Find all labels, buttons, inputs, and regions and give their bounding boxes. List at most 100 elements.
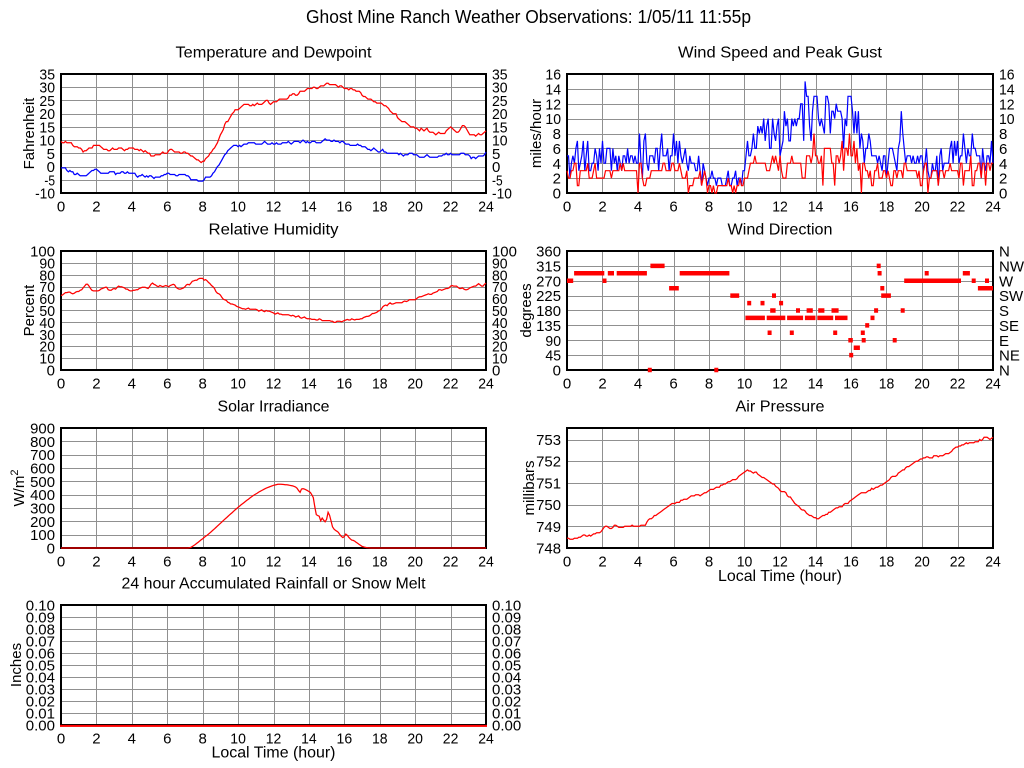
svg-text:N: N	[999, 244, 1010, 261]
svg-text:20: 20	[492, 106, 508, 123]
svg-text:0.00: 0.00	[492, 718, 521, 735]
svg-text:10: 10	[737, 554, 753, 571]
svg-text:18: 18	[879, 199, 895, 216]
svg-text:18: 18	[879, 376, 895, 393]
svg-text:700: 700	[30, 447, 55, 464]
svg-text:14: 14	[301, 731, 317, 748]
svg-text:20: 20	[39, 106, 55, 123]
svg-text:40: 40	[492, 315, 508, 332]
svg-text:Fahrenheit: Fahrenheit	[21, 97, 38, 170]
svg-text:-10: -10	[492, 186, 512, 203]
svg-text:millibars: millibars	[521, 460, 538, 515]
svg-text:0: 0	[563, 376, 571, 393]
svg-text:0.01: 0.01	[26, 706, 55, 723]
svg-text:10: 10	[230, 376, 246, 393]
svg-text:45: 45	[545, 348, 561, 365]
svg-text:10: 10	[230, 731, 246, 748]
svg-text:400: 400	[30, 487, 55, 504]
svg-text:-5: -5	[44, 172, 55, 189]
svg-text:10: 10	[737, 376, 753, 393]
svg-text:0.06: 0.06	[492, 646, 521, 663]
svg-text:35: 35	[39, 67, 55, 84]
svg-text:-5: -5	[492, 172, 503, 189]
svg-text:6: 6	[669, 199, 677, 216]
svg-text:8: 8	[198, 731, 206, 748]
svg-text:14: 14	[808, 376, 824, 393]
svg-text:22: 22	[950, 554, 966, 571]
svg-text:30: 30	[39, 327, 55, 344]
svg-text:0: 0	[999, 186, 1007, 203]
svg-text:180: 180	[536, 303, 561, 320]
svg-text:6: 6	[163, 376, 171, 393]
svg-text:12: 12	[772, 376, 788, 393]
svg-text:8: 8	[705, 376, 713, 393]
svg-text:8: 8	[553, 126, 561, 143]
svg-text:16: 16	[843, 199, 859, 216]
svg-text:4: 4	[634, 199, 642, 216]
svg-text:16: 16	[843, 376, 859, 393]
svg-text:4: 4	[128, 376, 136, 393]
svg-text:12: 12	[772, 199, 788, 216]
svg-text:20: 20	[407, 554, 423, 571]
svg-text:16: 16	[843, 554, 859, 571]
svg-text:-10: -10	[35, 186, 55, 203]
svg-text:24: 24	[985, 554, 1001, 571]
svg-text:6: 6	[669, 376, 677, 393]
svg-text:10: 10	[230, 199, 246, 216]
svg-text:0: 0	[57, 731, 65, 748]
svg-text:900: 900	[30, 421, 55, 438]
svg-text:0: 0	[492, 363, 500, 380]
svg-text:35: 35	[492, 67, 508, 84]
svg-text:30: 30	[492, 80, 508, 97]
svg-text:2: 2	[553, 171, 561, 188]
svg-text:4: 4	[634, 376, 642, 393]
svg-text:16: 16	[337, 731, 353, 748]
svg-text:751: 751	[536, 475, 561, 492]
svg-text:30: 30	[492, 327, 508, 344]
svg-text:0.04: 0.04	[26, 670, 55, 687]
svg-text:10: 10	[737, 199, 753, 216]
svg-text:0.09: 0.09	[492, 610, 521, 627]
svg-text:2: 2	[598, 376, 606, 393]
svg-text:0.01: 0.01	[492, 706, 521, 723]
svg-text:14: 14	[301, 376, 317, 393]
svg-text:24: 24	[478, 199, 494, 216]
svg-text:0.02: 0.02	[492, 694, 521, 711]
svg-text:0.08: 0.08	[492, 622, 521, 639]
svg-text:12: 12	[545, 96, 561, 113]
svg-text:14: 14	[808, 554, 824, 571]
svg-text:0.03: 0.03	[492, 682, 521, 699]
svg-text:12: 12	[266, 376, 282, 393]
svg-text:Wind Direction: Wind Direction	[728, 222, 833, 239]
svg-text:0.07: 0.07	[26, 634, 55, 651]
svg-text:0.09: 0.09	[26, 610, 55, 627]
svg-text:2: 2	[598, 199, 606, 216]
svg-text:20: 20	[914, 554, 930, 571]
svg-text:600: 600	[30, 461, 55, 478]
svg-text:748: 748	[536, 541, 561, 558]
svg-text:Percent: Percent	[21, 284, 38, 337]
svg-text:0.05: 0.05	[492, 658, 521, 675]
svg-text:16: 16	[337, 376, 353, 393]
svg-text:0: 0	[57, 376, 65, 393]
svg-text:80: 80	[492, 267, 508, 284]
svg-text:2: 2	[92, 199, 100, 216]
svg-text:16: 16	[337, 554, 353, 571]
svg-text:0: 0	[47, 541, 55, 558]
svg-text:miles/hour: miles/hour	[528, 99, 545, 168]
svg-text:14: 14	[301, 199, 317, 216]
svg-text:20: 20	[914, 199, 930, 216]
svg-text:24: 24	[985, 199, 1001, 216]
svg-text:Relative Humidity: Relative Humidity	[209, 222, 339, 239]
svg-text:12: 12	[266, 554, 282, 571]
svg-text:0.06: 0.06	[26, 646, 55, 663]
svg-text:4: 4	[999, 156, 1007, 173]
svg-text:Solar Irradiance: Solar Irradiance	[218, 399, 330, 416]
svg-text:Air Pressure: Air Pressure	[736, 399, 825, 416]
svg-text:0: 0	[57, 199, 65, 216]
svg-text:22: 22	[443, 554, 459, 571]
svg-text:0: 0	[553, 363, 561, 380]
svg-text:Local Time (hour): Local Time (hour)	[718, 568, 842, 585]
svg-text:Inches: Inches	[8, 643, 25, 687]
svg-text:8: 8	[198, 376, 206, 393]
